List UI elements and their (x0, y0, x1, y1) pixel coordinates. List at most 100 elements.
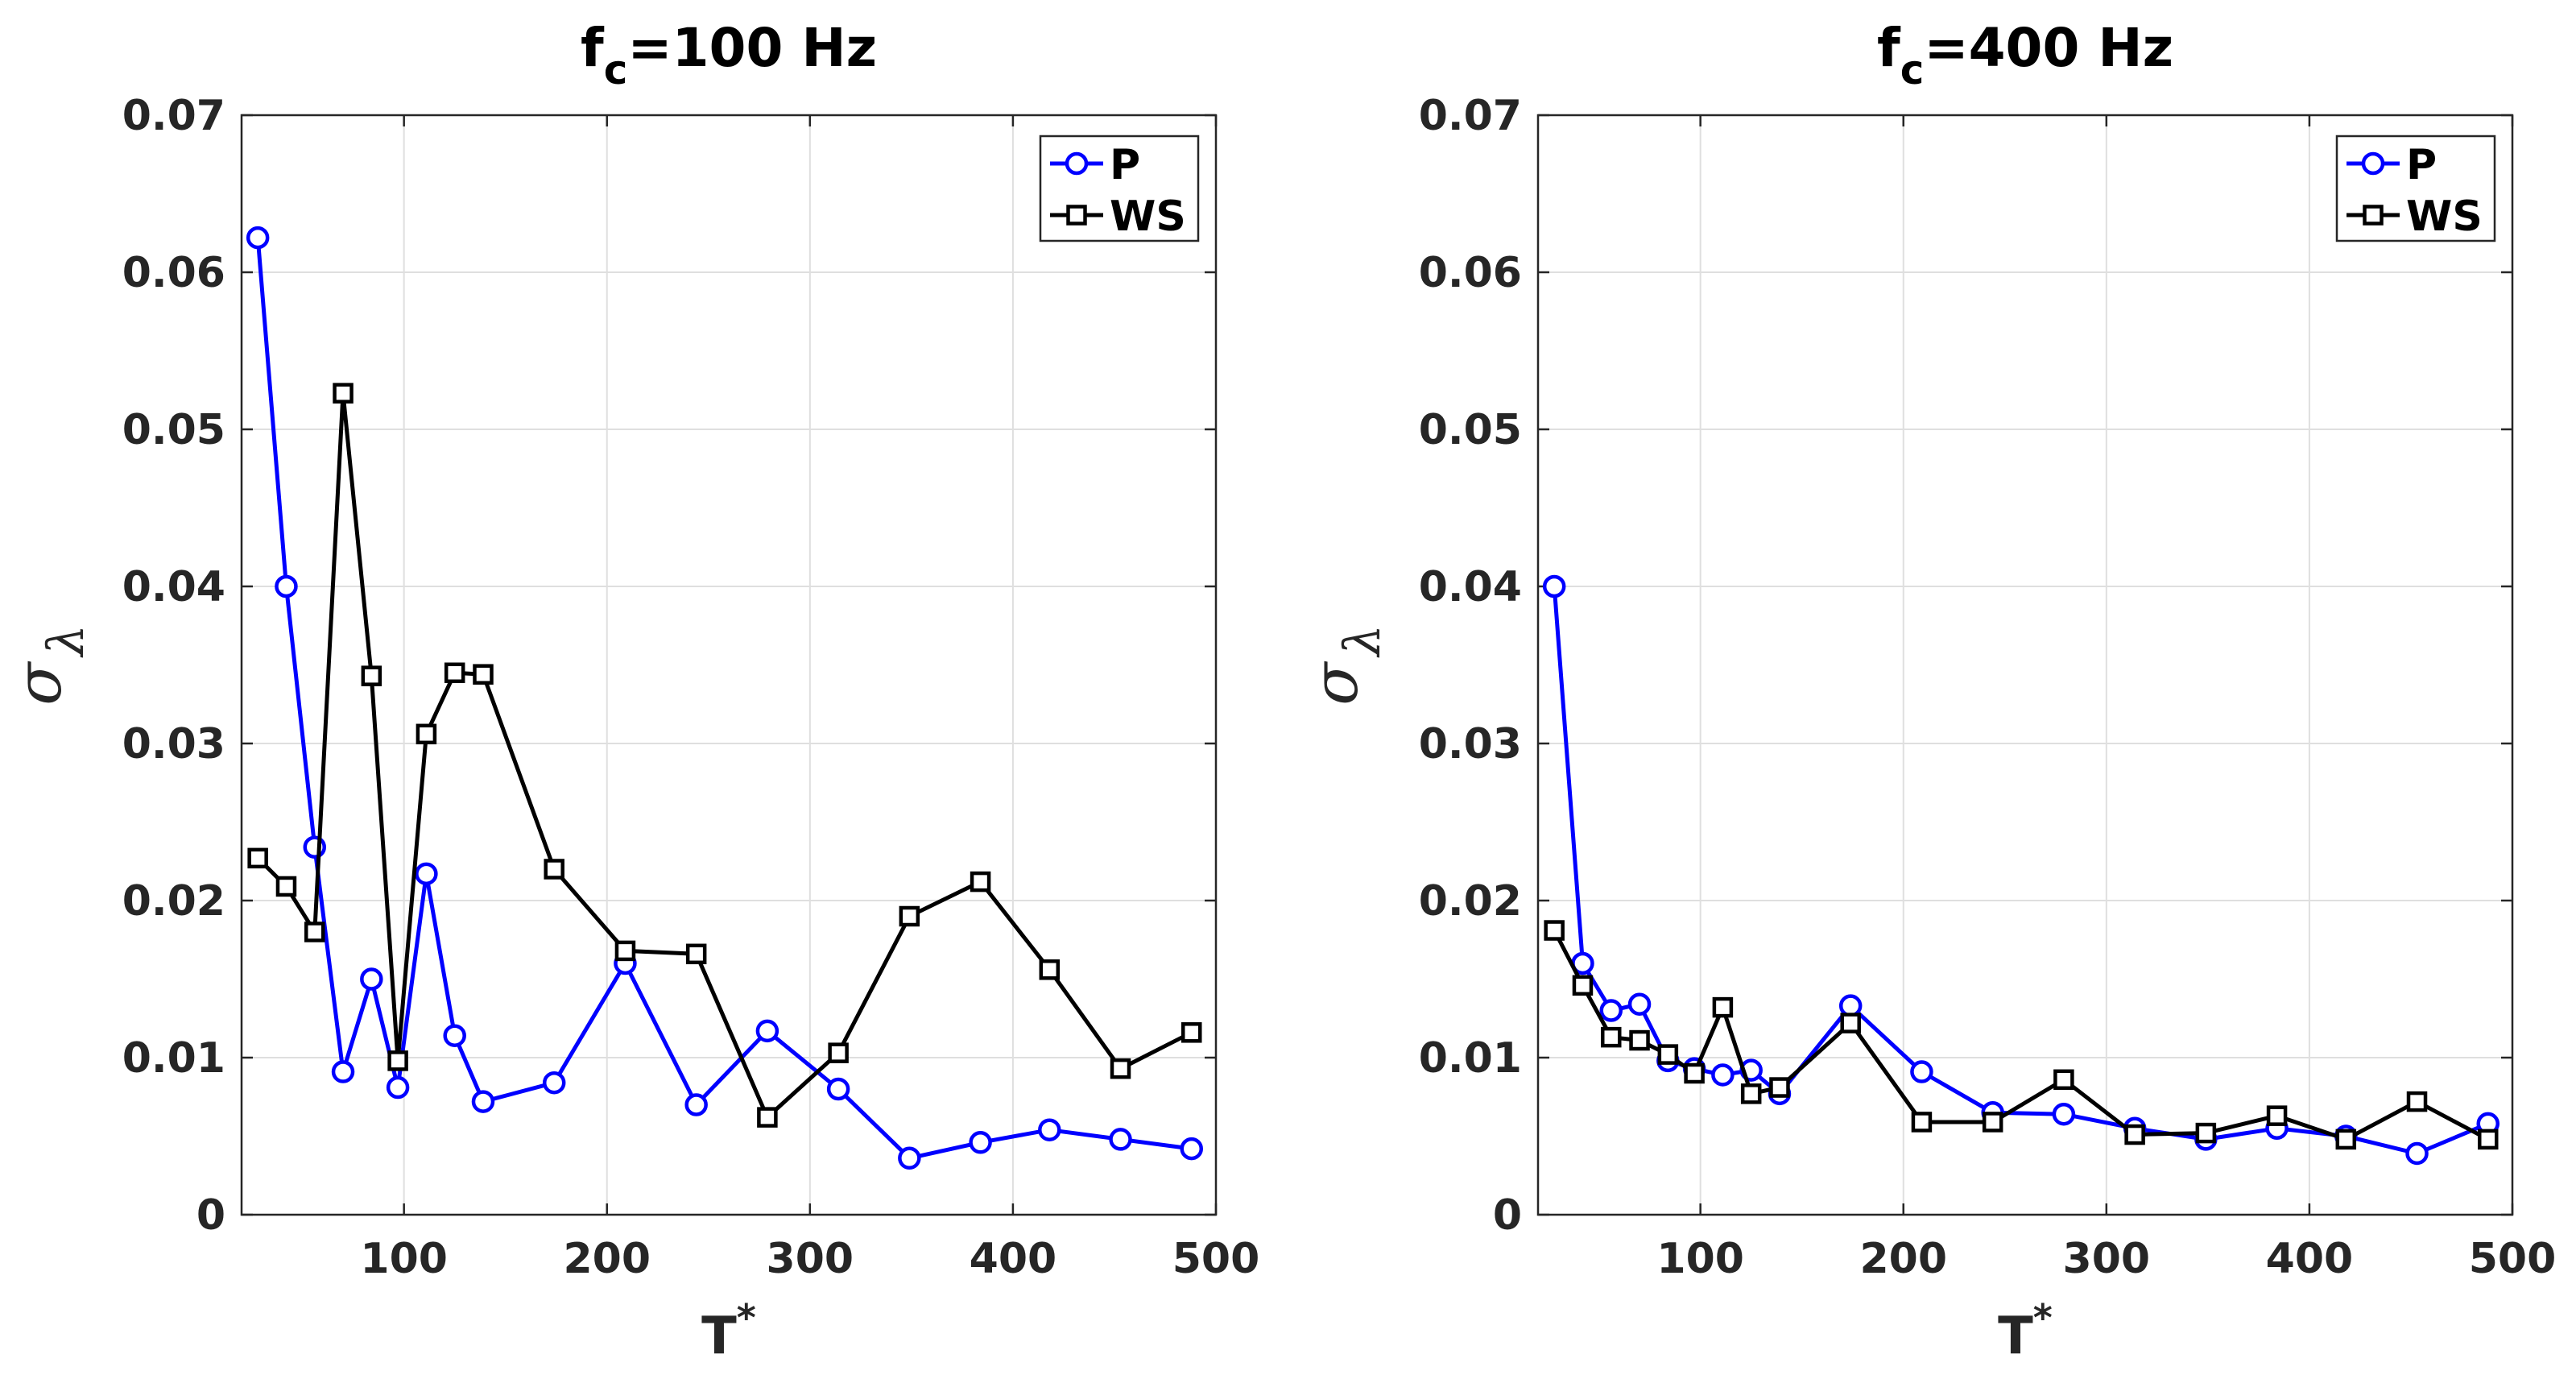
y-tick-label: 0 (1493, 1191, 1522, 1240)
data-point-p (2052, 1102, 2076, 1126)
data-point-ws (614, 940, 636, 962)
data-point-p (2405, 1141, 2429, 1166)
data-point-ws (247, 847, 268, 869)
y-tick-label: 0.04 (1419, 563, 1522, 611)
y-tick-label: 0.07 (122, 92, 225, 140)
legend: PWS (2335, 135, 2496, 242)
data-point-p (415, 862, 438, 886)
data-point-ws (1572, 975, 1594, 996)
data-point-ws (1601, 1026, 1622, 1048)
legend-marker-p (2361, 151, 2385, 176)
data-point-p (898, 1146, 921, 1170)
x-tick-label: 200 (563, 1235, 651, 1283)
y-tick-label: 0.01 (122, 1034, 225, 1083)
chart-panel-2: 100 200 300 400 500 0 0.01 0.02 0.03 0.04 0.05 0.06… (1300, 17, 2556, 1366)
data-point-ws (1740, 1083, 1762, 1104)
data-point-ws (544, 859, 564, 880)
data-point-ws (2124, 1124, 2145, 1145)
x-axis-label: T* (701, 1296, 756, 1366)
data-point-p (275, 574, 298, 598)
data-point-p (360, 967, 383, 991)
data-point-ws (1769, 1077, 1790, 1098)
data-point-ws (757, 1107, 778, 1128)
data-point-ws (387, 1050, 408, 1071)
data-point-ws (2478, 1129, 2499, 1150)
x-tick-label: 400 (2266, 1235, 2354, 1283)
chart-title: fc=400 Hz (1877, 17, 2173, 93)
legend-marker-p (1065, 151, 1089, 176)
y-tick-label: 0.06 (1419, 249, 1522, 297)
data-point-ws (2335, 1129, 2357, 1150)
chart-title: fc=100 Hz (581, 17, 877, 93)
x-tick-label: 300 (767, 1235, 854, 1283)
data-point-p (386, 1075, 410, 1100)
legend-label-ws: WS (2406, 193, 2483, 241)
data-point-ws (899, 905, 920, 927)
axes-box (1536, 114, 2514, 1216)
data-point-ws (473, 664, 494, 685)
plot-area (1538, 115, 2512, 1215)
x-tick-label: 500 (2469, 1235, 2557, 1283)
data-point-ws (685, 943, 707, 965)
legend-marker-ws (1066, 205, 1087, 226)
data-point-ws (361, 665, 382, 686)
y-tick-label: 0.03 (122, 720, 225, 768)
data-point-ws (2406, 1091, 2428, 1112)
data-point-p (471, 1090, 495, 1113)
y-tick-label: 0.05 (122, 406, 225, 454)
data-point-ws (304, 921, 325, 942)
y-tick-label: 0.06 (122, 249, 225, 297)
x-tick-label: 300 (2063, 1235, 2151, 1283)
data-point-p (246, 226, 270, 250)
data-point-ws (1629, 1029, 1650, 1051)
x-tick-label: 100 (360, 1235, 448, 1283)
data-point-p (969, 1131, 992, 1154)
legend-label-ws: WS (1110, 193, 1186, 241)
data-point-p (1599, 999, 1623, 1022)
data-point-p (1109, 1128, 1132, 1151)
data-point-ws (275, 876, 297, 897)
data-point-ws (1657, 1044, 1679, 1065)
legend-marker-ws (2363, 205, 2384, 226)
data-point-ws (1982, 1112, 2003, 1133)
legend-label-p: P (1110, 141, 1140, 189)
x-tick-label: 100 (1656, 1235, 1744, 1283)
data-point-ws (2195, 1122, 2217, 1144)
axes-box (240, 114, 1218, 1216)
y-tick-label: 0.02 (1419, 877, 1522, 926)
data-point-ws (1911, 1112, 1933, 1133)
data-point-p (1838, 994, 1863, 1017)
data-point-ws (2053, 1069, 2074, 1091)
data-point-p (755, 1019, 779, 1043)
data-point-ws (1039, 959, 1061, 980)
data-point-ws (1110, 1058, 1131, 1079)
data-point-ws (416, 723, 437, 745)
data-point-ws (1684, 1062, 1705, 1084)
x-axis-label: T* (1998, 1296, 2053, 1366)
data-point-ws (444, 662, 465, 683)
data-point-p (443, 1024, 466, 1047)
y-tick-label: 0.01 (1419, 1034, 1522, 1083)
x-tick-label: 500 (1172, 1235, 1260, 1283)
y-tick-label: 0 (196, 1191, 225, 1240)
data-point-ws (970, 871, 991, 893)
data-point-p (1180, 1137, 1203, 1161)
y-tick-label: 0.02 (122, 877, 225, 926)
data-point-ws (1181, 1022, 1202, 1043)
data-point-ws (1712, 996, 1734, 1018)
y-tick-label: 0.05 (1419, 406, 1522, 454)
y-axis-label: σλ (1300, 624, 1391, 706)
data-point-ws (2266, 1105, 2288, 1126)
data-point-ws (333, 383, 354, 404)
data-point-p (1910, 1060, 1933, 1083)
data-point-p (1627, 992, 1652, 1016)
y-axis-label: σλ (3, 624, 95, 706)
y-tick-label: 0.04 (122, 563, 225, 611)
chart-panel-1: 100 200 300 400 500 0 0.01 0.02 0.03 0.04 0.05 0.06… (3, 17, 1259, 1366)
x-tick-label: 400 (970, 1235, 1057, 1283)
data-point-ws (828, 1042, 849, 1063)
data-point-p (542, 1071, 566, 1095)
legend: PWS (1039, 135, 1200, 242)
data-point-p (1711, 1063, 1735, 1087)
